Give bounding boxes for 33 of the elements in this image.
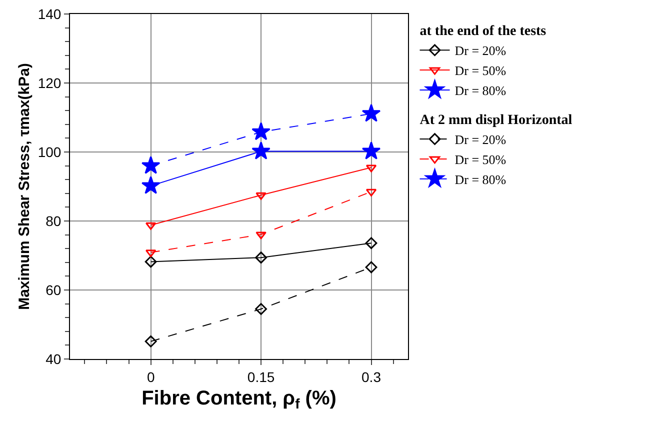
legend-label: Dr = 80% xyxy=(454,172,506,187)
legend-label: Dr = 50% xyxy=(454,152,506,168)
legend-label: Dr = 80% xyxy=(454,83,506,98)
point xyxy=(362,104,381,122)
point xyxy=(255,303,267,315)
point xyxy=(144,335,157,348)
point xyxy=(256,232,266,240)
text: at the end of the tests xyxy=(420,24,547,40)
point xyxy=(144,256,157,268)
point xyxy=(252,141,270,160)
point xyxy=(365,237,378,250)
point xyxy=(141,176,160,194)
y-tick-label: 120 xyxy=(38,74,62,91)
point xyxy=(252,122,270,140)
point xyxy=(256,192,266,200)
text: At 2 mm displ Horizontal xyxy=(420,112,572,128)
y-tick-label: 60 xyxy=(46,282,62,298)
y-tick-label: 40 xyxy=(46,350,62,367)
y-axis-title: Maximum Shear Stress, τmax(kPa) xyxy=(16,63,34,310)
x-tick-label: 0.15 xyxy=(247,368,275,385)
x-tick-label: 0 xyxy=(146,368,155,385)
y-tick-label: 80 xyxy=(46,212,62,229)
legend-label: Dr = 50% xyxy=(454,63,506,78)
y-tick-label: 140 xyxy=(38,6,62,22)
point xyxy=(141,156,160,174)
point xyxy=(365,261,378,274)
x-tick-label: 0.3 xyxy=(362,368,382,385)
point xyxy=(362,141,381,160)
point xyxy=(255,252,267,264)
legend-label: Dr = 20% xyxy=(454,43,506,58)
x-axis-title: Fibre Content, ρ$_{f}$ (%) xyxy=(142,387,336,412)
legend-label: Dr = 20% xyxy=(454,132,506,148)
y-tick-label: 100 xyxy=(38,144,62,160)
